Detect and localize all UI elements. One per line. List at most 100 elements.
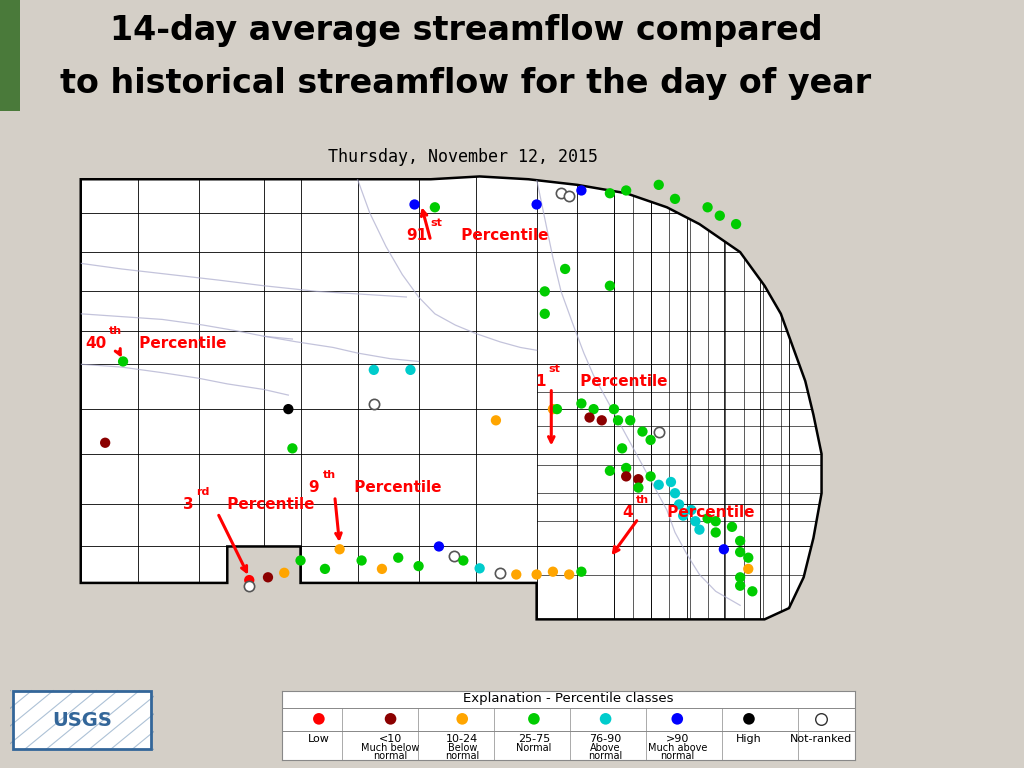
Point [411,560,427,572]
Point [732,571,749,584]
Text: 10-24: 10-24 [446,734,478,744]
Point [667,487,683,499]
Point [353,554,370,567]
Point [427,201,443,214]
Text: st: st [549,364,561,374]
Text: Percentile: Percentile [574,373,668,389]
Text: Percentile: Percentile [134,336,227,351]
Point [431,541,447,553]
Point [732,535,749,547]
Text: normal: normal [589,751,623,761]
Point [276,567,293,579]
Point [602,187,618,200]
Text: th: th [636,495,649,505]
Point [402,364,419,376]
Text: 1: 1 [535,373,546,389]
Text: Percentile: Percentile [222,497,315,512]
Text: 3: 3 [182,497,194,512]
Point [508,568,524,581]
Point [586,403,602,415]
Point [528,198,545,210]
Bar [0,0,19,111]
Point [650,425,667,438]
Text: 76-90: 76-90 [590,734,622,744]
Text: 40: 40 [85,336,106,351]
Text: 4: 4 [623,505,633,521]
Point [260,571,276,584]
Point [699,512,716,525]
Point [597,713,613,725]
Point [663,476,679,488]
Text: Below: Below [447,743,477,753]
Text: to historical streamflow for the day of year: to historical streamflow for the day of … [60,67,871,100]
Point [241,580,257,592]
Point [241,574,257,586]
Point [728,218,744,230]
Point [602,465,618,477]
Point [537,308,553,320]
Text: Thursday, November 12, 2015: Thursday, November 12, 2015 [329,147,598,166]
Point [594,414,610,426]
Text: 91: 91 [407,228,427,243]
Text: st: st [430,218,442,228]
Point [97,437,114,449]
Point [561,190,578,202]
Text: Normal: Normal [516,743,552,753]
Point [573,565,590,578]
Text: 9: 9 [308,480,319,495]
Point [602,280,618,292]
Text: Not-ranked: Not-ranked [790,734,852,744]
Point [382,713,398,725]
Text: USGS: USGS [52,710,112,730]
Point [740,713,757,725]
Point [582,412,598,424]
Point [316,563,333,575]
Point [630,473,646,485]
Point [712,210,728,222]
Point [471,562,487,574]
Text: rd: rd [197,487,210,497]
Text: >90: >90 [666,734,689,744]
Point [740,551,757,564]
Point [573,184,590,197]
Point [732,546,749,558]
Point [445,550,462,562]
Point [545,403,561,415]
Point [407,198,423,210]
Point [610,414,627,426]
Point [492,567,508,579]
Text: Low: Low [308,734,330,744]
Point [618,462,635,474]
Point [724,521,740,533]
Point [669,713,685,725]
Point [716,543,732,555]
Point [618,470,635,482]
Point [642,434,658,446]
Point [390,551,407,564]
Text: Explanation - Percentile classes: Explanation - Percentile classes [463,692,674,704]
Point [285,442,301,455]
Text: normal: normal [660,751,694,761]
FancyBboxPatch shape [13,690,151,750]
Point [115,356,131,368]
Text: 25-75: 25-75 [518,734,550,744]
Text: Much below: Much below [361,743,420,753]
Point [708,515,724,528]
Point [634,425,650,438]
Point [671,498,687,511]
Point [553,187,569,200]
Point [744,585,761,598]
Point [606,403,623,415]
Point [545,565,561,578]
Text: th: th [109,326,122,336]
Point [537,285,553,297]
Text: Percentile: Percentile [348,480,441,495]
Point [293,554,309,567]
Point [687,515,703,528]
Point [642,470,658,482]
Point [667,193,683,205]
Point [525,713,542,725]
Point [622,414,638,426]
Point [812,713,828,725]
Point [618,184,635,197]
